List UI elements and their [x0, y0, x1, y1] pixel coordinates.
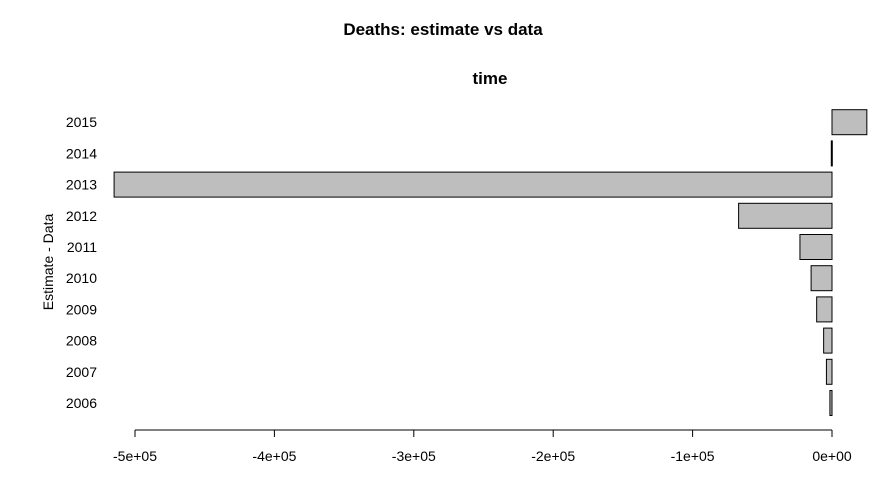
x-tick-label: -5e+05	[113, 448, 157, 464]
x-tick-label: -3e+05	[392, 448, 436, 464]
y-tick-label: 2007	[66, 364, 97, 380]
y-tick-label: 2011	[67, 239, 97, 255]
y-tick-label: 2013	[66, 177, 97, 193]
bar-2006	[829, 390, 833, 416]
bar-2013	[113, 171, 833, 198]
bar-2008	[823, 327, 833, 354]
chart-title: Deaths: estimate vs data	[343, 20, 543, 39]
bar-2012	[738, 202, 833, 229]
y-tick-label: 2006	[66, 395, 97, 411]
x-axis: -5e+05 -4e+05 -3e+05 -2e+05 -1e+05 0e+00	[113, 429, 852, 464]
chart-subtitle: time	[473, 69, 508, 88]
x-tick-label: -2e+05	[531, 448, 575, 464]
y-tick-label: 2010	[66, 270, 97, 286]
x-tick-label: 0e+00	[812, 448, 852, 464]
y-tick-label: 2009	[66, 301, 97, 317]
y-axis-label: Estimate - Data	[40, 214, 56, 311]
bar-2011	[799, 234, 833, 260]
bar-2009	[816, 296, 833, 323]
bar-2015	[831, 109, 868, 136]
x-tick-label: -1e+05	[671, 448, 715, 464]
y-tick-label: 2012	[66, 208, 97, 224]
y-tick-label: 2014	[66, 145, 97, 161]
y-tick-labels: 2006 2007 2008 2009 2010 2011 2012 2013 2014 2015	[66, 114, 97, 411]
bars-group	[113, 109, 868, 416]
bar-2014	[830, 140, 833, 167]
bar-2007	[825, 358, 833, 385]
x-tick-label: -4e+05	[252, 448, 296, 464]
bar-2010	[810, 265, 833, 292]
y-tick-label: 2015	[66, 114, 97, 130]
y-tick-label: 2008	[66, 333, 97, 349]
